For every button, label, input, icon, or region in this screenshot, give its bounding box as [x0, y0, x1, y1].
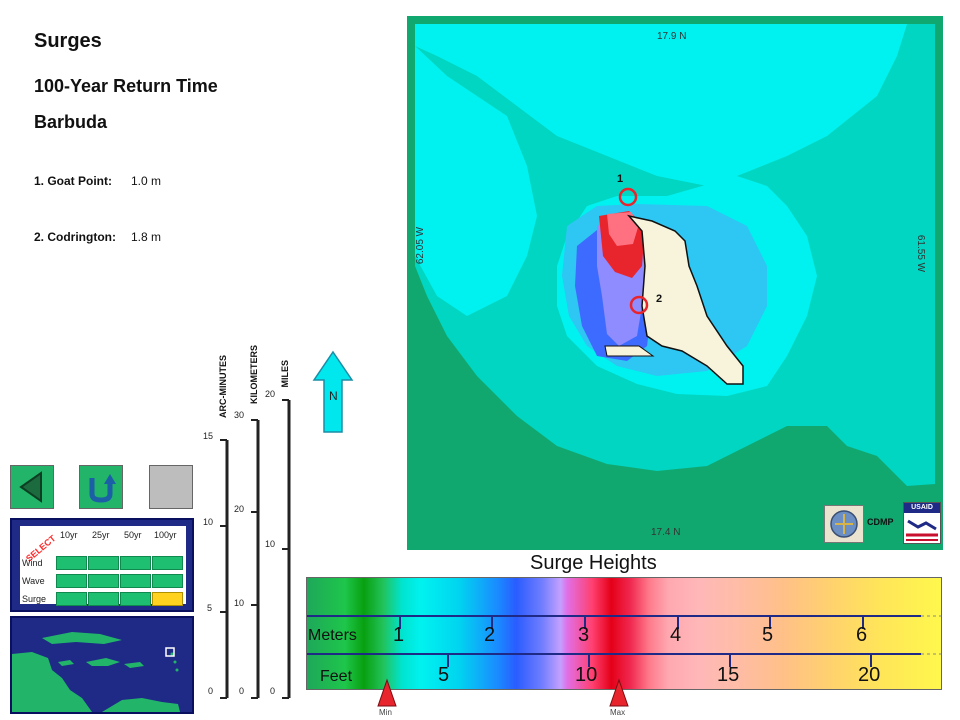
feet-label: Feet — [320, 668, 353, 685]
north-arrow-icon — [312, 350, 354, 433]
lon-left-label: 62.05 W — [415, 226, 427, 265]
arc-tick-5: 5 — [207, 603, 213, 613]
arc-tick-10: 10 — [203, 517, 214, 527]
cell-wind-25yr[interactable] — [88, 556, 119, 570]
cell-surge-25yr[interactable] — [88, 592, 119, 606]
lat-top-label: 17.9 N — [657, 31, 687, 42]
site-value: 1.8 m — [131, 230, 162, 244]
cell-wave-50yr[interactable] — [120, 574, 151, 588]
site-label: 1. Goat Point: — [34, 174, 112, 188]
site-goat-point: 1. Goat Point: 1.0 m — [34, 174, 234, 188]
page-title: Surges — [34, 30, 102, 52]
max-label: Max — [610, 708, 626, 717]
min-label: Min — [379, 708, 392, 717]
feet-tick-5: 5 — [438, 664, 450, 686]
return-period-title: 100-Year Return Time — [34, 76, 218, 96]
cell-wind-100yr[interactable] — [152, 556, 183, 570]
min-marker-icon — [377, 678, 397, 707]
cell-wind-50yr[interactable] — [120, 556, 151, 570]
site-1-number: 1 — [617, 173, 624, 185]
site-2-number: 2 — [656, 293, 663, 305]
meters-tick-3: 3 — [578, 624, 590, 646]
north-label: N — [329, 389, 338, 403]
site-label: 2. Codrington: — [34, 230, 116, 244]
caribbean-locator-map — [12, 618, 192, 712]
feet-tick-20: 20 — [858, 664, 881, 686]
cell-wave-10yr[interactable] — [56, 574, 87, 588]
km-tick-30: 30 — [234, 410, 245, 420]
oas-emblem-icon — [830, 510, 858, 538]
row-surge: Surge — [22, 594, 47, 604]
distance-scales — [220, 399, 291, 699]
legend-title: Surge Heights — [530, 552, 657, 574]
km-tick-10: 10 — [234, 598, 245, 608]
site-2-marker[interactable] — [629, 295, 649, 315]
mi-tick-10: 10 — [265, 539, 276, 549]
meters-tick-5: 5 — [762, 624, 774, 646]
km-tick-0: 0 — [239, 686, 245, 696]
site-value: 1.0 m — [131, 174, 162, 188]
back-button[interactable] — [10, 465, 54, 509]
surge-map-canvas — [407, 16, 943, 550]
meters-tick-1: 1 — [393, 624, 405, 646]
cell-surge-100yr[interactable] — [152, 592, 183, 606]
scenario-selector: SELECT 10yr 25yr 50yr 100yr Wind Wave Su… — [10, 518, 194, 612]
feet-tick-10: 10 — [575, 664, 598, 686]
handshake-icon — [906, 519, 938, 541]
meters-tick-2: 2 — [484, 624, 496, 646]
miles-title: MILES — [280, 360, 290, 388]
return-button[interactable] — [79, 465, 123, 509]
oas-logo — [824, 505, 864, 543]
usaid-logo-text: USAID — [904, 503, 940, 513]
colorbar-axes — [307, 615, 941, 667]
arc-tick-0: 0 — [208, 686, 214, 696]
lat-bottom-label: 17.4 N — [651, 527, 681, 538]
mi-tick-20: 20 — [265, 389, 276, 399]
site-codrington: 2. Codrington: 1.8 m — [34, 230, 234, 244]
u-turn-icon — [89, 474, 116, 503]
triangle-left-icon — [19, 471, 42, 503]
disabled-button — [149, 465, 193, 509]
mi-tick-0: 0 — [270, 686, 276, 696]
kilometers-title: KILOMETERS — [249, 345, 259, 405]
col-10yr: 10yr — [60, 530, 78, 540]
row-wind: Wind — [22, 558, 43, 568]
km-tick-20: 20 — [234, 504, 245, 514]
location-title: Barbuda — [34, 112, 108, 132]
surge-map[interactable] — [407, 16, 943, 550]
col-25yr: 25yr — [92, 530, 110, 540]
scenario-grid: SELECT 10yr 25yr 50yr 100yr Wind Wave Su… — [20, 526, 186, 606]
feet-tick-15: 15 — [717, 664, 740, 686]
meters-tick-6: 6 — [856, 624, 868, 646]
cell-surge-50yr[interactable] — [120, 592, 151, 606]
meters-label: Meters — [308, 627, 357, 644]
row-wave: Wave — [22, 576, 45, 586]
arc-tick-15: 15 — [203, 431, 214, 441]
cell-wave-100yr[interactable] — [152, 574, 183, 588]
surge-height-colorbar — [306, 577, 942, 690]
arc-minutes-title: ARC-MINUTES — [218, 355, 228, 418]
cdmp-credit: CDMP — [867, 517, 894, 527]
locator-minimap[interactable] — [10, 616, 194, 714]
meters-tick-4: 4 — [670, 624, 682, 646]
lon-right-label: 61.55 W — [915, 234, 927, 273]
locator-box — [165, 647, 175, 657]
usaid-logo: USAID — [903, 502, 941, 544]
cell-surge-10yr[interactable] — [56, 592, 87, 606]
col-100yr: 100yr — [154, 530, 177, 540]
cell-wind-10yr[interactable] — [56, 556, 87, 570]
max-marker-icon — [609, 678, 629, 707]
site-1-marker[interactable] — [618, 187, 638, 207]
col-50yr: 50yr — [124, 530, 142, 540]
cell-wave-25yr[interactable] — [88, 574, 119, 588]
